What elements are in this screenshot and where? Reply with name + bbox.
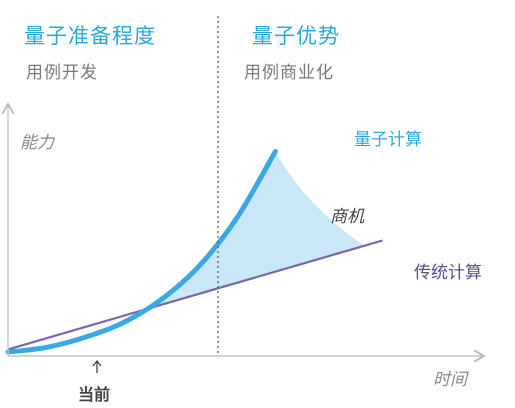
now-marker-label: 当前: [78, 385, 110, 404]
quantum-advantage-title: 量子优势: [252, 24, 340, 48]
quantum-readiness-title: 量子准备程度: [24, 24, 156, 48]
y-axis-label: 能力: [20, 133, 56, 153]
use-case-commercialization-subtitle: 用例商业化: [244, 63, 334, 83]
opportunity-area: [145, 151, 365, 310]
series-label-quantum: 量子计算: [354, 130, 422, 150]
classical-computing-line: [7, 239, 383, 351]
now-marker-arrow-head: [92, 359, 102, 367]
use-case-development-subtitle: 用例开发: [26, 63, 98, 83]
opportunity-label: 商机: [330, 207, 365, 227]
series-label-classical: 传统计算: [414, 263, 482, 283]
quantum-computing-curve: [5, 148, 278, 355]
x-axis-label: 时间: [433, 370, 469, 390]
